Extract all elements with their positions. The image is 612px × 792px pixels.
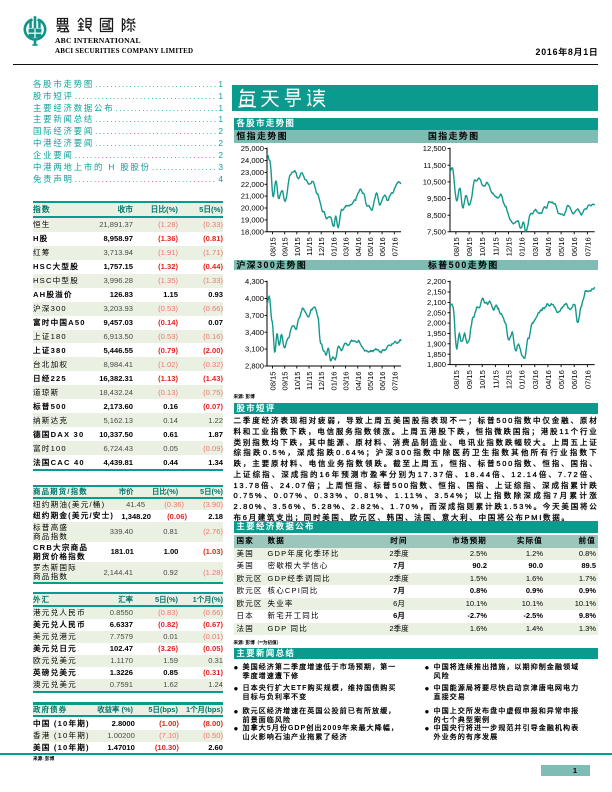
svg-text:10/15: 10/15 xyxy=(478,237,487,256)
svg-text:07/16: 07/16 xyxy=(390,372,399,391)
svg-text:08/15: 08/15 xyxy=(452,237,461,256)
svg-text:22,000: 22,000 xyxy=(240,180,263,189)
svg-text:10/15: 10/15 xyxy=(292,372,301,391)
svg-text:3,400: 3,400 xyxy=(244,328,263,337)
svg-text:01/16: 01/16 xyxy=(329,372,338,391)
svg-text:4,300: 4,300 xyxy=(244,277,263,286)
svg-text:08/15: 08/15 xyxy=(452,370,461,389)
svg-text:05/16: 05/16 xyxy=(365,237,374,256)
svg-text:09/15: 09/15 xyxy=(280,372,289,391)
svg-text:06/16: 06/16 xyxy=(570,370,579,389)
svg-text:8,500: 8,500 xyxy=(427,211,446,220)
svg-text:04/16: 04/16 xyxy=(353,372,362,391)
svg-text:20,000: 20,000 xyxy=(240,204,263,213)
svg-text:09/15: 09/15 xyxy=(280,237,289,256)
svg-text:24,000: 24,000 xyxy=(240,156,263,165)
svg-text:2,800: 2,800 xyxy=(244,362,263,371)
svg-text:03/16: 03/16 xyxy=(341,372,350,391)
svg-text:08/15: 08/15 xyxy=(268,237,277,256)
svg-text:3,100: 3,100 xyxy=(244,345,263,354)
svg-text:9,500: 9,500 xyxy=(427,194,446,203)
svg-text:08/15: 08/15 xyxy=(268,372,277,391)
svg-text:19,000: 19,000 xyxy=(240,216,263,225)
svg-text:06/16: 06/16 xyxy=(570,237,579,256)
svg-text:04/16: 04/16 xyxy=(544,370,553,389)
svg-text:01/16: 01/16 xyxy=(329,237,338,256)
svg-text:05/16: 05/16 xyxy=(557,237,566,256)
svg-text:1,850: 1,850 xyxy=(427,350,446,359)
svg-text:2,200: 2,200 xyxy=(427,277,446,286)
svg-text:06/16: 06/16 xyxy=(378,372,387,391)
svg-text:10/15: 10/15 xyxy=(478,370,487,389)
svg-text:11/15: 11/15 xyxy=(305,237,314,255)
svg-text:12/15: 12/15 xyxy=(317,237,326,256)
svg-text:12/15: 12/15 xyxy=(317,372,326,391)
svg-text:12/15: 12/15 xyxy=(505,370,514,389)
svg-text:12/15: 12/15 xyxy=(505,237,514,256)
svg-text:10/15: 10/15 xyxy=(292,237,301,256)
svg-text:01/16: 01/16 xyxy=(518,370,527,389)
svg-text:1,900: 1,900 xyxy=(427,339,446,348)
svg-text:7,500: 7,500 xyxy=(427,228,446,237)
svg-text:11/15: 11/15 xyxy=(305,372,314,390)
svg-text:04/16: 04/16 xyxy=(353,237,362,256)
svg-text:12,500: 12,500 xyxy=(423,144,446,153)
svg-text:11/15: 11/15 xyxy=(491,370,500,388)
svg-text:05/16: 05/16 xyxy=(365,372,374,391)
svg-text:03/16: 03/16 xyxy=(531,237,540,256)
svg-text:01/16: 01/16 xyxy=(518,237,527,256)
svg-text:18,000: 18,000 xyxy=(240,228,263,237)
svg-text:2,100: 2,100 xyxy=(427,298,446,307)
svg-text:09/15: 09/15 xyxy=(465,370,474,389)
svg-text:23,000: 23,000 xyxy=(240,168,263,177)
svg-text:2,050: 2,050 xyxy=(427,308,446,317)
svg-text:2,150: 2,150 xyxy=(427,288,446,297)
svg-text:3,700: 3,700 xyxy=(244,311,263,320)
svg-text:21,000: 21,000 xyxy=(240,192,263,201)
svg-text:06/16: 06/16 xyxy=(378,237,387,256)
svg-text:03/16: 03/16 xyxy=(531,370,540,389)
svg-text:05/16: 05/16 xyxy=(557,370,566,389)
svg-text:10,500: 10,500 xyxy=(423,178,446,187)
svg-text:25,000: 25,000 xyxy=(240,144,263,153)
svg-text:11,500: 11,500 xyxy=(423,161,446,170)
svg-text:07/16: 07/16 xyxy=(583,370,592,389)
svg-text:1,800: 1,800 xyxy=(427,360,446,369)
svg-text:07/16: 07/16 xyxy=(583,237,592,256)
svg-text:2,000: 2,000 xyxy=(427,319,446,328)
svg-text:1,950: 1,950 xyxy=(427,329,446,338)
svg-text:09/15: 09/15 xyxy=(465,237,474,256)
svg-text:4,000: 4,000 xyxy=(244,294,263,303)
svg-text:04/16: 04/16 xyxy=(544,237,553,256)
svg-text:11/15: 11/15 xyxy=(491,237,500,255)
svg-text:07/16: 07/16 xyxy=(390,237,399,256)
svg-text:03/16: 03/16 xyxy=(341,237,350,256)
